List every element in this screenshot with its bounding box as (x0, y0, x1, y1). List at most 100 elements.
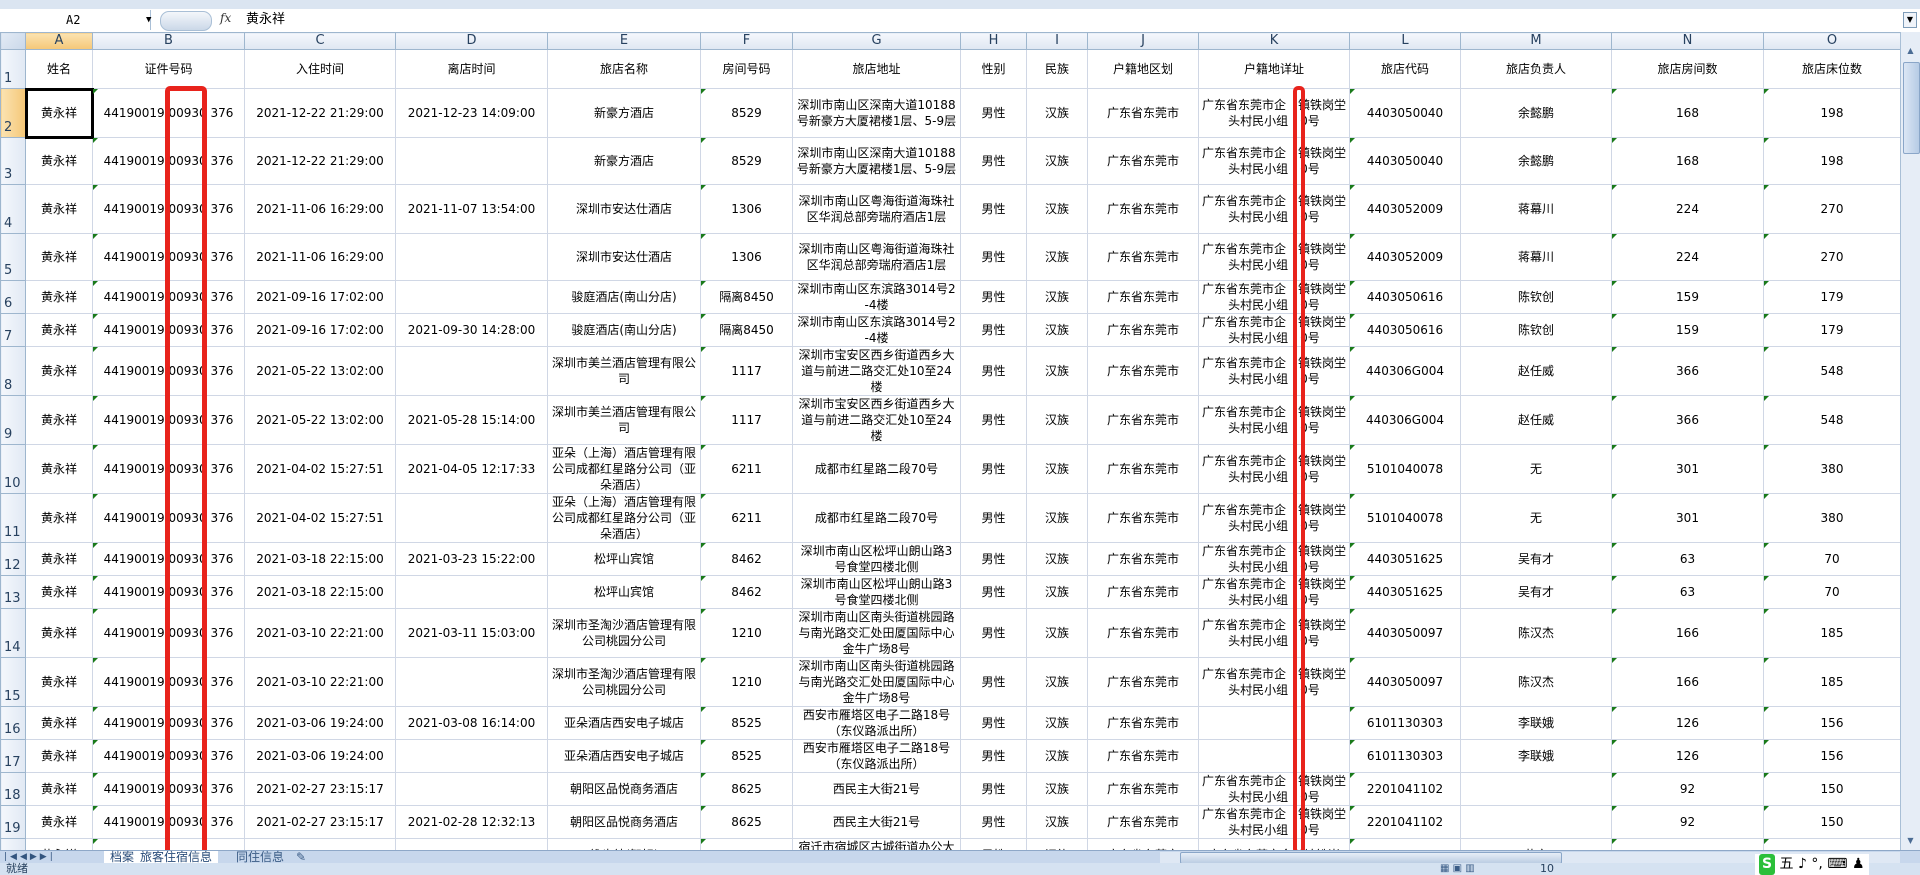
expand-formula-bar-button[interactable]: ▼ (1903, 12, 1917, 28)
cell-h12[interactable]: 男性 (960, 542, 1027, 576)
cell-c7[interactable]: 2021-09-16 17:02:00 (244, 313, 396, 347)
cell-a3[interactable]: 黄永祥 (25, 137, 93, 185)
cell-d8[interactable] (395, 346, 548, 396)
column-header-e[interactable]: E (547, 32, 701, 50)
column-title[interactable]: 旅店名称 (547, 49, 701, 89)
cell-b19[interactable]: 44190019 00930 376 (92, 805, 245, 839)
cell-c6[interactable]: 2021-09-16 17:02:00 (244, 280, 396, 314)
cell-c9[interactable]: 2021-05-22 13:02:00 (244, 395, 396, 445)
cell-j8[interactable]: 广东省东莞市 (1087, 346, 1199, 396)
formula-bar-resize-handle[interactable] (160, 11, 212, 31)
row-header[interactable]: 7 (0, 313, 26, 347)
cell-j5[interactable]: 广东省东莞市 (1087, 233, 1199, 281)
cell-b9[interactable]: 44190019 00930 376 (92, 395, 245, 445)
cell-e4[interactable]: 深圳市安达仕酒店 (547, 184, 701, 234)
cell-d19[interactable]: 2021-02-28 12:32:13 (395, 805, 548, 839)
cell-m13[interactable]: 吴有才 (1460, 575, 1612, 609)
column-title[interactable]: 离店时间 (395, 49, 548, 89)
cell-i18[interactable]: 汉族 (1026, 772, 1088, 806)
cell-c10[interactable]: 2021-04-02 15:27:51 (244, 444, 396, 494)
cell-k7[interactable]: 广东省东莞市企 镇铁岗坣头村民小组 0号 (1198, 313, 1350, 347)
cell-h4[interactable]: 男性 (960, 184, 1027, 234)
column-header-d[interactable]: D (395, 32, 548, 50)
cell-e5[interactable]: 深圳市安达仕酒店 (547, 233, 701, 281)
cell-b17[interactable]: 44190019 00930 376 (92, 739, 245, 773)
cell-n13[interactable]: 63 (1611, 575, 1764, 609)
cell-c20[interactable]: 2021-02-10 14:53:00 (244, 838, 396, 850)
cell-d14[interactable]: 2021-03-11 15:03:00 (395, 608, 548, 658)
ime-toolbar[interactable]: S 五 ♪ °, ⌨ ♟ (1755, 854, 1869, 875)
row-header[interactable]: 6 (0, 280, 26, 314)
cell-l6[interactable]: 4403050616 (1349, 280, 1461, 314)
cell-o10[interactable]: 380 (1763, 444, 1900, 494)
cell-a13[interactable]: 黄永祥 (25, 575, 93, 609)
cell-g2[interactable]: 深圳市南山区深南大道10188号新豪方大厦裙楼1层、5-9层 (792, 88, 961, 138)
cell-g8[interactable]: 深圳市宝安区西乡街道西乡大道与前进二路交汇处10至24楼 (792, 346, 961, 396)
cell-i12[interactable]: 汉族 (1026, 542, 1088, 576)
cell-f20[interactable]: 1105 (700, 838, 793, 850)
cell-c15[interactable]: 2021-03-10 22:21:00 (244, 657, 396, 707)
cell-g16[interactable]: 西安市雁塔区电子二路18号（东仪路派出所） (792, 706, 961, 740)
cell-b6[interactable]: 44190019 00930 376 (92, 280, 245, 314)
cell-i11[interactable]: 汉族 (1026, 493, 1088, 543)
column-header-k[interactable]: K (1198, 32, 1350, 50)
cell-e18[interactable]: 朝阳区品悦商务酒店 (547, 772, 701, 806)
cell-k12[interactable]: 广东省东莞市企 镇铁岗坣头村民小组 0号 (1198, 542, 1350, 576)
row-header[interactable]: 2 (0, 88, 26, 138)
name-box[interactable]: A2 ▼ (0, 10, 151, 30)
cell-n5[interactable]: 224 (1611, 233, 1764, 281)
cell-o13[interactable]: 70 (1763, 575, 1900, 609)
column-title[interactable]: 证件号码 (92, 49, 245, 89)
cell-a16[interactable]: 黄永祥 (25, 706, 93, 740)
cell-i2[interactable]: 汉族 (1026, 88, 1088, 138)
cell-g9[interactable]: 深圳市宝安区西乡街道西乡大道与前进二路交汇处10至24楼 (792, 395, 961, 445)
row-header[interactable]: 20 (0, 838, 26, 850)
column-title[interactable]: 旅店地址 (792, 49, 961, 89)
cell-f17[interactable]: 8525 (700, 739, 793, 773)
cell-j14[interactable]: 广东省东莞市 (1087, 608, 1199, 658)
cell-m7[interactable]: 陈钦创 (1460, 313, 1612, 347)
cell-m16[interactable]: 李联娥 (1460, 706, 1612, 740)
cell-g5[interactable]: 深圳市南山区粤海街道海珠社区华润总部旁瑞府酒店1层 (792, 233, 961, 281)
cell-g11[interactable]: 成都市红星路二段70号 (792, 493, 961, 543)
cell-n9[interactable]: 366 (1611, 395, 1764, 445)
cell-d12[interactable]: 2021-03-23 15:22:00 (395, 542, 548, 576)
vertical-scrollbar[interactable]: ▲ ▼ (1900, 32, 1920, 850)
view-buttons-icon[interactable]: ▦ ▣ ▥ (1440, 863, 1475, 874)
cell-i13[interactable]: 汉族 (1026, 575, 1088, 609)
zoom-level[interactable]: 10 (1540, 862, 1554, 875)
column-header-a[interactable]: A (25, 32, 93, 50)
row-header[interactable]: 1 (0, 49, 26, 89)
cell-h11[interactable]: 男性 (960, 493, 1027, 543)
cell-l14[interactable]: 4403050097 (1349, 608, 1461, 658)
cell-f8[interactable]: 1117 (700, 346, 793, 396)
cell-m18[interactable] (1460, 772, 1612, 806)
cell-d16[interactable]: 2021-03-08 16:14:00 (395, 706, 548, 740)
cell-d15[interactable] (395, 657, 548, 707)
row-header[interactable]: 18 (0, 772, 26, 806)
cell-g14[interactable]: 深圳市南山区南头街道桃园路与南光路交汇处田厦国际中心金牛广场8号 (792, 608, 961, 658)
cell-n14[interactable]: 166 (1611, 608, 1764, 658)
cell-b2[interactable]: 44190019 00930 376 (92, 88, 245, 138)
cell-k19[interactable]: 广东省东莞市企 镇铁岗坣头村民小组 0号 (1198, 805, 1350, 839)
row-header[interactable]: 9 (0, 395, 26, 445)
cell-h15[interactable]: 男性 (960, 657, 1027, 707)
cell-g7[interactable]: 深圳市南山区东滨路3014号2-4楼 (792, 313, 961, 347)
cell-h5[interactable]: 男性 (960, 233, 1027, 281)
sheet-tab-cohabitants[interactable]: 同住信息 (236, 850, 285, 864)
cell-b12[interactable]: 44190019 00930 376 (92, 542, 245, 576)
cell-m10[interactable]: 无 (1460, 444, 1612, 494)
cell-l4[interactable]: 4403052009 (1349, 184, 1461, 234)
row-header[interactable]: 14 (0, 608, 26, 658)
cell-i7[interactable]: 汉族 (1026, 313, 1088, 347)
cell-b11[interactable]: 44190019 00930 376 (92, 493, 245, 543)
cell-j17[interactable]: 广东省东莞市 (1087, 739, 1199, 773)
cell-n12[interactable]: 63 (1611, 542, 1764, 576)
cell-f5[interactable]: 1306 (700, 233, 793, 281)
cell-a19[interactable]: 黄永祥 (25, 805, 93, 839)
cell-j10[interactable]: 广东省东莞市 (1087, 444, 1199, 494)
cell-e9[interactable]: 深圳市美兰酒店管理有限公司 (547, 395, 701, 445)
cell-k4[interactable]: 广东省东莞市企 镇铁岗坣头村民小组 0号 (1198, 184, 1350, 234)
cell-l2[interactable]: 4403050040 (1349, 88, 1461, 138)
cell-a10[interactable]: 黄永祥 (25, 444, 93, 494)
